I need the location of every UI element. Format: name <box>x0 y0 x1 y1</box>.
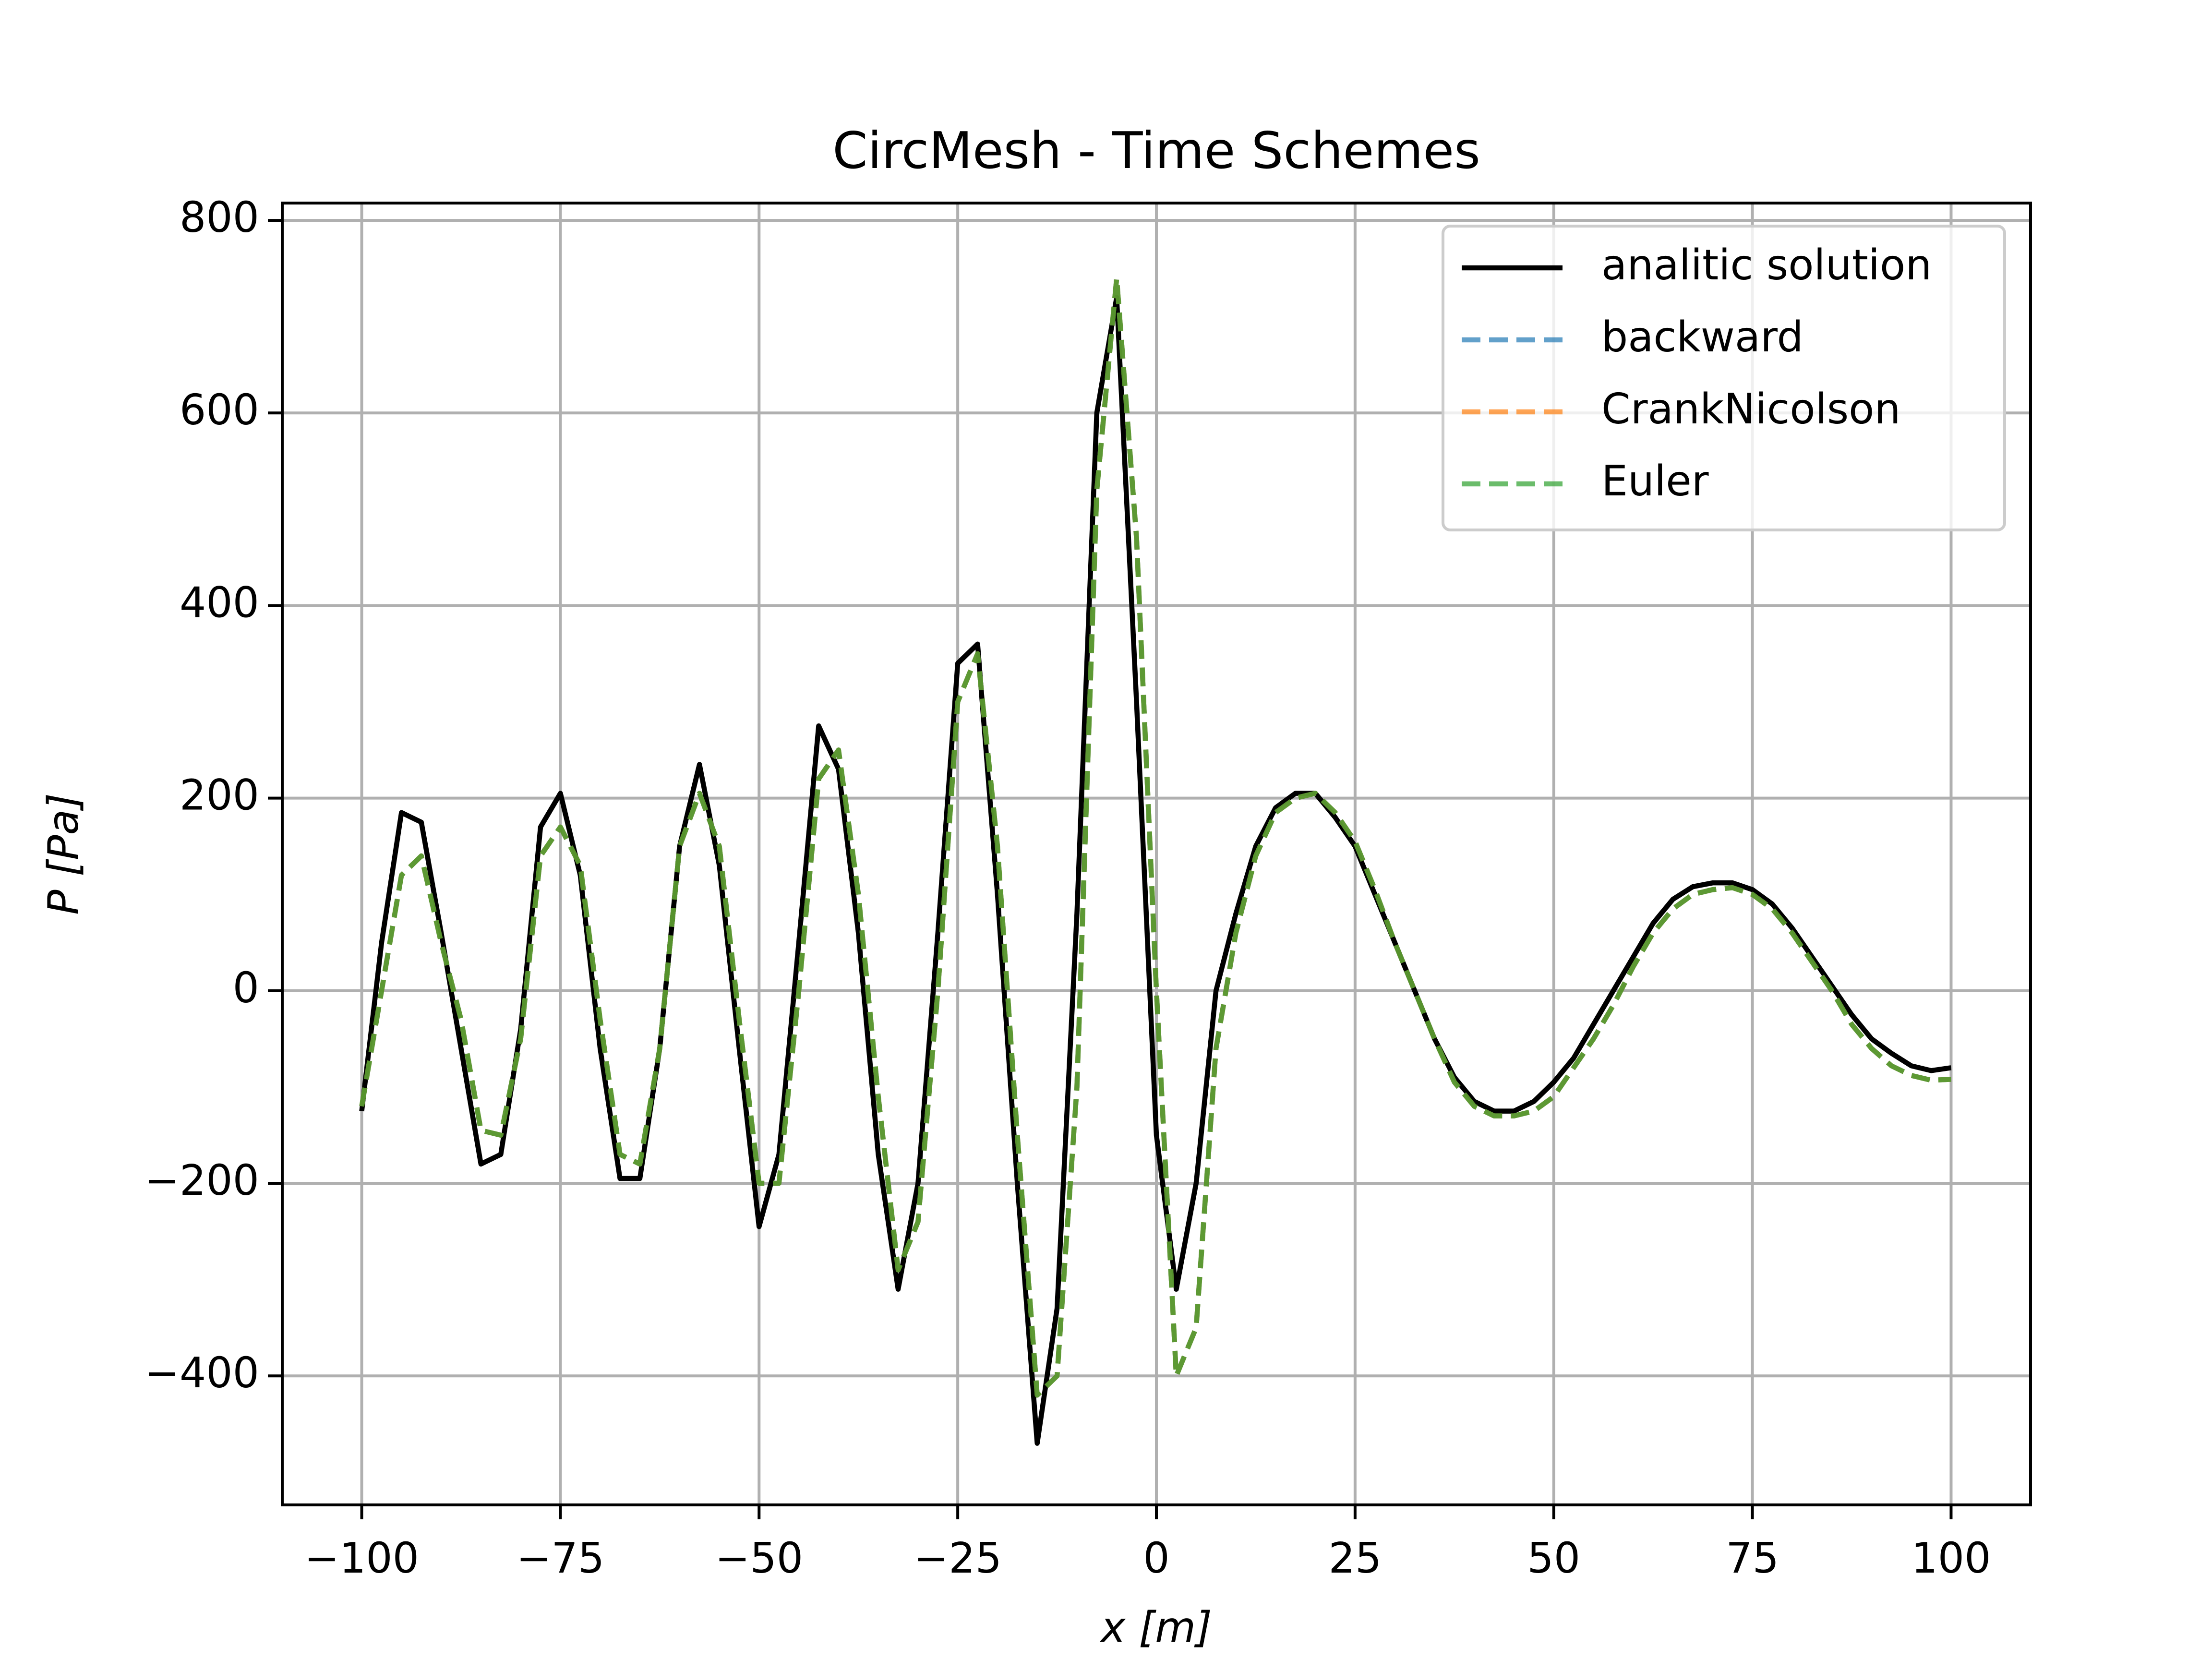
x-tick-label: 25 <box>1329 1534 1382 1583</box>
y-tick-label: −200 <box>144 1156 259 1205</box>
ticks: −100 −75 −50 −25 0 25 50 75 100 −400 −200 0 200 400 60… <box>144 193 1991 1583</box>
x-tick-label: 0 <box>1143 1534 1169 1583</box>
y-tick-label: 600 <box>180 385 259 434</box>
x-tick-label: 100 <box>1911 1534 1991 1583</box>
plot-area <box>359 276 1952 1446</box>
y-tick-label: 400 <box>180 578 259 627</box>
y-tick-label: −400 <box>144 1348 259 1397</box>
y-tick-label: 800 <box>180 193 259 242</box>
x-axis-label: x [m] <box>1099 1603 1212 1652</box>
series-line <box>359 276 1951 1398</box>
x-tick-label: −75 <box>517 1534 605 1583</box>
x-tick-label: 50 <box>1527 1534 1580 1583</box>
x-tick-label: −25 <box>914 1534 1002 1583</box>
legend-label: analitic solution <box>1601 240 1932 289</box>
y-tick-label: 200 <box>180 771 259 820</box>
x-tick-label: 75 <box>1726 1534 1779 1583</box>
legend-label: CrankNicolson <box>1601 385 1901 433</box>
chart-title: CircMesh - Time Schemes <box>832 121 1480 180</box>
legend-box <box>1442 225 2006 531</box>
y-axis-label: P [Pa] <box>39 793 88 915</box>
x-tick-label: −50 <box>715 1534 803 1583</box>
legend-label: Euler <box>1601 457 1709 505</box>
x-tick-label: −100 <box>304 1534 419 1583</box>
series-line <box>359 295 1952 1446</box>
legend: analitic solution backward CrankNicolson Eu… <box>1442 225 2006 531</box>
y-tick-label: 0 <box>233 963 259 1012</box>
legend-label: backward <box>1601 313 1803 361</box>
